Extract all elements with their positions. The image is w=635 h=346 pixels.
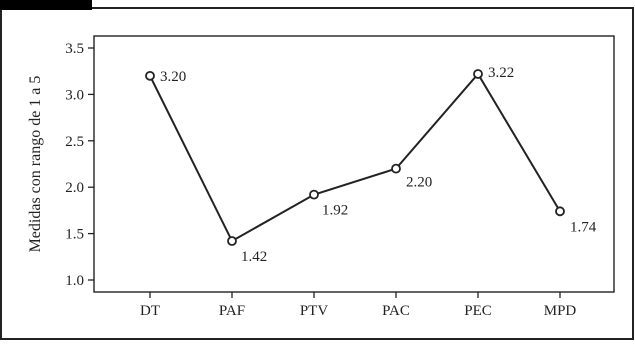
y-tick-label: 3.5: [65, 41, 84, 57]
x-tick-label: PEC: [464, 303, 492, 319]
data-point: [309, 189, 319, 200]
series-group: 3.20 1.42 1.92 2.20 3.22 1.74: [145, 65, 597, 265]
x-tick-label: DT: [140, 303, 160, 319]
data-label: 1.74: [570, 219, 597, 235]
corner-tab: [0, 0, 92, 10]
data-label: 3.20: [160, 69, 186, 85]
figure-border: [0, 7, 634, 340]
plot-area: [93, 35, 615, 293]
data-label: 1.42: [241, 249, 267, 265]
data-point: [227, 236, 237, 246]
data-point: [555, 206, 565, 217]
data-label: 2.20: [406, 175, 432, 191]
data-point: [473, 69, 483, 79]
data-label: 1.92: [322, 203, 348, 219]
y-tick-label: 2.0: [65, 180, 84, 196]
y-tick-label: 2.5: [65, 134, 84, 150]
y-axis-label: Medidas con rango de 1 a 5: [27, 76, 44, 253]
y-tick-label: 1.0: [65, 273, 84, 289]
y-tick-label: 3.0: [65, 87, 84, 103]
x-tick-label: PTV: [300, 303, 329, 319]
x-tick-label: MPD: [544, 303, 577, 319]
series-line: [149, 72, 561, 243]
x-axis: DT PAF PTV PAC PEC MPD: [140, 292, 576, 319]
data-point: [145, 70, 155, 81]
data-label: 3.22: [488, 65, 514, 81]
data-point: [391, 163, 401, 174]
y-tick-label: 1.5: [65, 227, 84, 243]
x-tick-label: PAC: [382, 303, 410, 319]
y-axis: 1.0 1.5 2.0 2.5 3.0 3.5: [65, 41, 94, 289]
x-tick-label: PAF: [219, 303, 245, 319]
